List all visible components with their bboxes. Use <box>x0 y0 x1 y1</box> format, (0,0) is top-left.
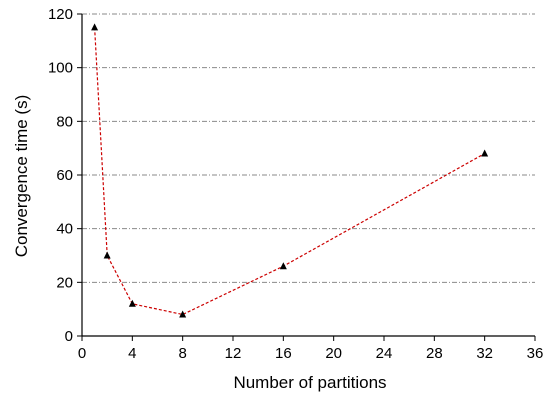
y-tick-label-40: 40 <box>56 221 73 238</box>
data-point-x16 <box>279 262 287 270</box>
x-axis-title: Number of partitions <box>233 373 386 392</box>
y-tick-label-60: 60 <box>56 167 73 184</box>
x-tick-label-24: 24 <box>376 345 393 362</box>
data-point-x8 <box>179 310 187 318</box>
data-point-x1 <box>91 23 99 31</box>
x-tick-label-20: 20 <box>325 345 342 362</box>
y-tick-label-0: 0 <box>65 328 73 345</box>
ticks: 0 20 40 60 80 100 120 0 4 8 12 16 20 24 28 32 36 <box>48 6 543 362</box>
data-point-x2 <box>103 251 111 259</box>
data-point-x32 <box>481 149 489 157</box>
x-tick-label-36: 36 <box>527 345 544 362</box>
x-tick-label-12: 12 <box>225 345 242 362</box>
y-tick-label-20: 20 <box>56 274 73 291</box>
y-tick-label-100: 100 <box>48 60 73 77</box>
y-tick-label-80: 80 <box>56 113 73 130</box>
x-tick-label-16: 16 <box>275 345 292 362</box>
x-tick-label-32: 32 <box>476 345 493 362</box>
y-tick-label-120: 120 <box>48 6 73 23</box>
data-point-x4 <box>128 299 136 307</box>
x-tick-label-8: 8 <box>178 345 186 362</box>
gridlines <box>82 13 535 283</box>
series-line-0 <box>94 27 485 316</box>
x-tick-label-28: 28 <box>426 345 443 362</box>
series-layer <box>91 23 489 318</box>
x-tick-label-4: 4 <box>128 345 136 362</box>
y-axis-title: Convergence time (s) <box>12 95 31 258</box>
x-tick-label-0: 0 <box>78 345 86 362</box>
